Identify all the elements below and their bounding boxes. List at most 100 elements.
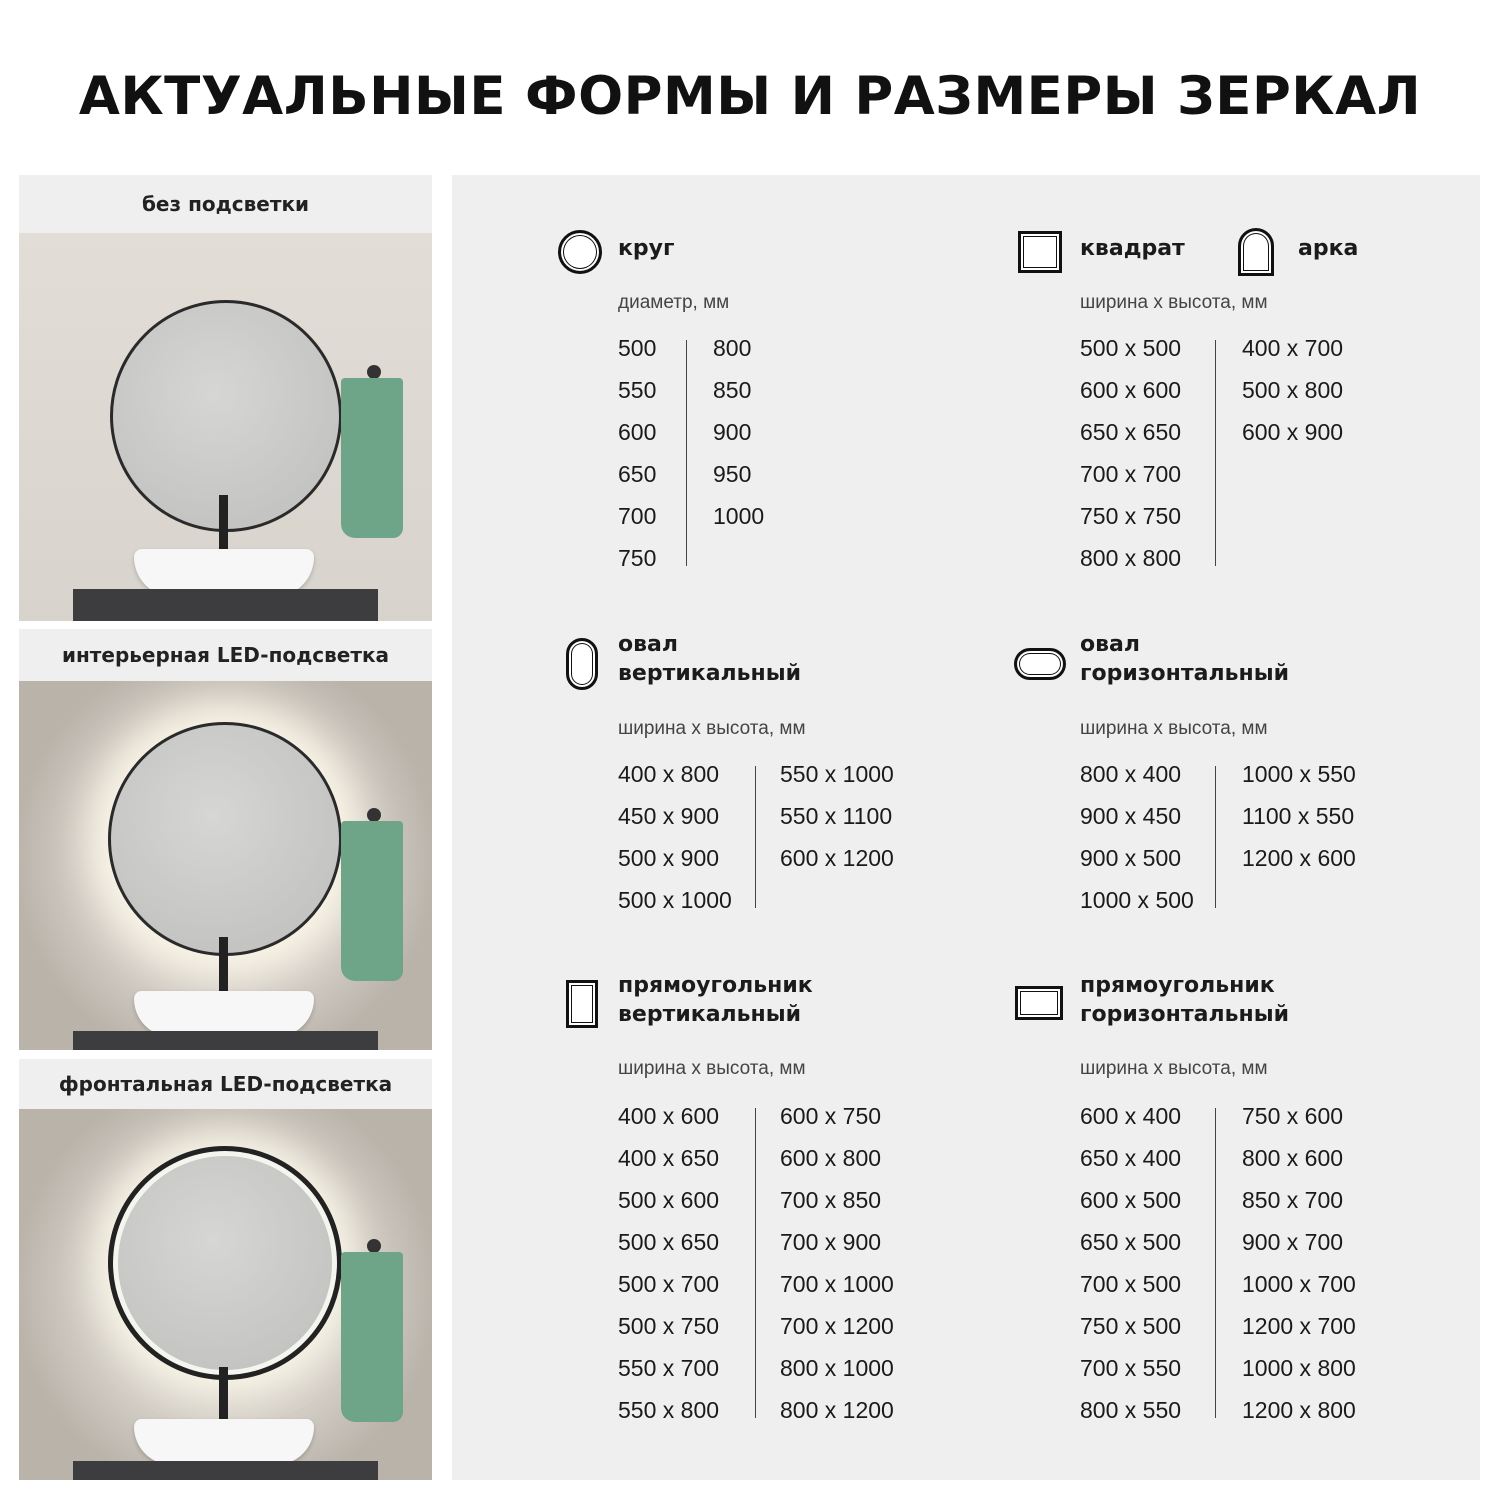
section-title-line: овал — [618, 632, 678, 657]
section-title: овал вертикальный — [618, 630, 801, 688]
size-value: 750 x 500 — [1080, 1313, 1182, 1339]
size-value: 800 x 550 — [1080, 1397, 1182, 1423]
size-value: 400 x 800 — [618, 761, 720, 787]
basin — [134, 991, 314, 1037]
size-value: 800 x 400 — [1080, 761, 1182, 787]
round-mirror — [108, 1146, 342, 1380]
section-title-line: прямоугольник — [618, 973, 813, 998]
size-column: 550 x 1000 550 x 1100 600 x 1200 — [780, 753, 894, 879]
no-backlight-label: без подсветки — [141, 192, 310, 216]
size-value: 800 x 1200 — [780, 1397, 894, 1423]
size-value: 650 x 400 — [1080, 1145, 1182, 1171]
size-value: 1200 x 700 — [1242, 1313, 1356, 1339]
section-title: прямоугольник горизонтальный — [1080, 971, 1289, 1029]
size-value: 550 x 800 — [618, 1397, 720, 1423]
section-title: прямоугольник вертикальный — [618, 971, 813, 1029]
faucet — [219, 1367, 228, 1423]
section-title-line: вертикальный — [618, 1002, 802, 1027]
size-value: 700 x 700 — [1080, 461, 1182, 487]
section-title-line: горизонтальный — [1080, 1002, 1289, 1027]
size-value: 850 x 700 — [1242, 1187, 1344, 1213]
sizes-panel — [452, 175, 1480, 1480]
size-value: 600 x 400 — [1080, 1103, 1182, 1129]
column-divider — [686, 340, 687, 566]
size-value: 500 x 500 — [1080, 335, 1182, 361]
size-value: 700 x 500 — [1080, 1271, 1182, 1297]
section-title-line: овал — [1080, 632, 1140, 657]
counter — [73, 589, 378, 621]
size-column: 800 x 400 900 x 450 900 x 500 1000 x 500 — [1080, 753, 1194, 921]
size-value: 800 x 600 — [1242, 1145, 1344, 1171]
section-title: арка — [1298, 234, 1358, 263]
size-value: 500 x 750 — [618, 1313, 720, 1339]
size-value: 600 x 500 — [1080, 1187, 1182, 1213]
section-title-line: квадрат — [1080, 236, 1185, 261]
size-value: 550 x 700 — [618, 1355, 720, 1381]
size-value: 600 x 600 — [1080, 377, 1182, 403]
towel — [341, 1252, 403, 1422]
section-title: овал горизонтальный — [1080, 630, 1289, 688]
size-value: 700 — [618, 503, 657, 529]
section-title-line: круг — [618, 236, 675, 261]
front-led-label-band: фронтальная LED-подсветка — [19, 1059, 432, 1109]
size-column: 600 x 750 600 x 800 700 x 850 700 x 900 700 … — [780, 1095, 894, 1431]
size-value: 1200 x 600 — [1242, 845, 1356, 871]
size-value: 400 x 600 — [618, 1103, 720, 1129]
size-value: 650 x 500 — [1080, 1229, 1182, 1255]
size-value: 800 — [713, 335, 752, 361]
arch-shape-icon — [1238, 228, 1274, 276]
size-value: 900 x 700 — [1242, 1229, 1344, 1255]
vertical-oval-shape-icon — [566, 638, 598, 690]
towel — [341, 378, 403, 538]
size-value: 750 — [618, 545, 657, 571]
size-value: 550 x 1100 — [780, 803, 893, 829]
size-value: 800 x 1000 — [780, 1355, 894, 1381]
size-value: 600 x 800 — [780, 1145, 882, 1171]
section-title-line: арка — [1298, 236, 1359, 261]
interior-led-label: интерьерная LED-подсветка — [61, 643, 390, 667]
size-column: 1000 x 550 1100 x 550 1200 x 600 — [1242, 753, 1356, 879]
size-value: 750 x 750 — [1080, 503, 1182, 529]
square-shape-icon — [1018, 231, 1062, 273]
size-value: 1000 x 800 — [1242, 1355, 1356, 1381]
size-value: 500 x 600 — [618, 1187, 720, 1213]
size-value: 400 x 650 — [618, 1145, 720, 1171]
no-backlight-photo — [19, 233, 432, 621]
section-subtitle: ширина х высота, мм — [1080, 292, 1268, 313]
size-value: 850 — [713, 377, 752, 403]
size-value: 650 x 650 — [1080, 419, 1182, 445]
size-value: 1000 x 550 — [1242, 761, 1356, 787]
column-divider — [1215, 1108, 1216, 1418]
size-column: 500 550 600 650 700 750 — [618, 327, 656, 579]
size-value: 1100 x 550 — [1242, 803, 1355, 829]
size-value: 900 — [713, 419, 752, 445]
size-value: 700 x 900 — [780, 1229, 882, 1255]
size-value: 600 x 750 — [780, 1103, 882, 1129]
section-subtitle: ширина х высота, мм — [1080, 1058, 1268, 1079]
size-value: 500 x 900 — [618, 845, 720, 871]
section-subtitle: ширина х высота, мм — [1080, 718, 1268, 739]
column-divider — [1215, 766, 1216, 908]
towel-hook — [367, 808, 381, 822]
size-column: 400 x 800 450 x 900 500 x 900 500 x 1000 — [618, 753, 732, 921]
section-subtitle: ширина х высота, мм — [618, 718, 806, 739]
no-backlight-label-band: без подсветки — [19, 175, 432, 233]
section-title-line: прямоугольник — [1080, 973, 1275, 998]
size-value: 700 x 1000 — [780, 1271, 894, 1297]
interior-led-photo — [19, 681, 432, 1050]
counter — [73, 1031, 378, 1050]
size-column: 800 850 900 950 1000 — [713, 327, 764, 537]
size-value: 500 x 800 — [1242, 377, 1344, 403]
size-value: 450 x 900 — [618, 803, 720, 829]
size-value: 800 x 800 — [1080, 545, 1182, 571]
counter — [73, 1461, 378, 1480]
size-value: 500 x 700 — [618, 1271, 720, 1297]
size-value: 750 x 600 — [1242, 1103, 1344, 1129]
section-subtitle: диаметр, мм — [618, 292, 730, 313]
size-value: 1000 — [713, 503, 765, 529]
section-title: круг — [618, 234, 675, 263]
section-subtitle: ширина х высота, мм — [618, 1058, 806, 1079]
round-mirror — [110, 300, 342, 532]
section-title: квадрат — [1080, 234, 1185, 263]
column-divider — [755, 1108, 756, 1418]
